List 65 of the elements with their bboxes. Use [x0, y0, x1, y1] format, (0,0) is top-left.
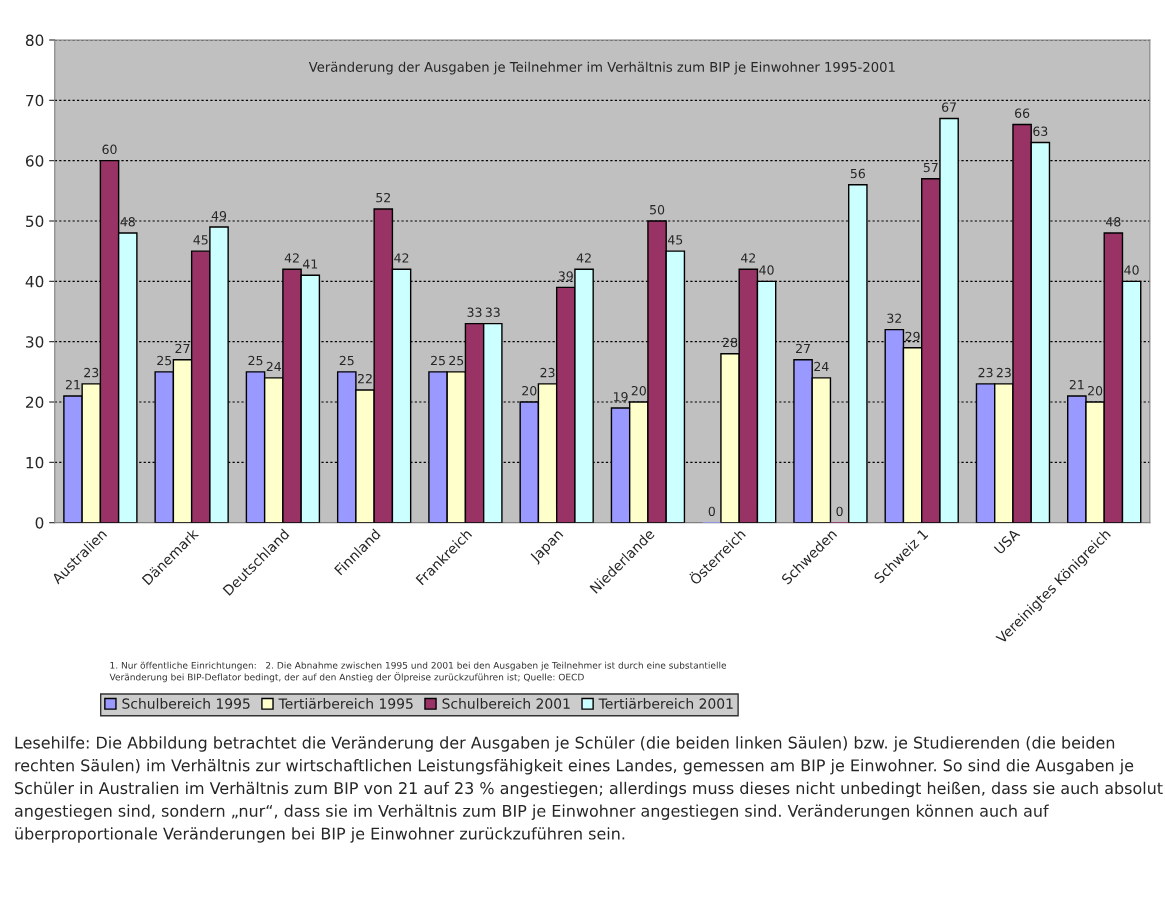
data-label: 40	[759, 265, 774, 275]
data-label: 32	[887, 313, 902, 324]
legend-label: Schulbereich 1995	[122, 698, 250, 709]
x-tick-label: USA	[993, 527, 1021, 555]
data-label: 25	[449, 355, 464, 366]
data-label: 25	[157, 355, 172, 366]
y-tick-label: 80	[25, 34, 44, 47]
data-label: 25	[248, 355, 263, 366]
legend-label: Tertiärbereich 2001	[598, 698, 733, 709]
y-tick-label: 20	[26, 396, 44, 409]
data-label: 41	[302, 259, 318, 269]
data-label: 42	[284, 253, 299, 263]
legend-label: Schulbereich 2001	[442, 698, 570, 709]
data-label: 0	[836, 506, 843, 517]
data-label: 29	[905, 331, 920, 342]
data-label: 45	[667, 235, 683, 245]
data-label: 23	[540, 367, 555, 378]
data-label: 24	[814, 361, 829, 372]
data-label: 20	[1088, 385, 1103, 396]
y-tick-label: 40	[25, 275, 44, 288]
data-label: 27	[796, 343, 810, 353]
text: Lesehilfe: Die Abbildung betrachtet die Veränderung der Ausgaben je Schüler (die beiden linken Säulen) bzw. je Studierenden (die beiden rechten Säulen) im Verhältnis zur wirtschaftlichen Leistungsfähigkeit eines Landes, gemessen am BIP je Einwohner. So sind die Ausgaben je Schüler in Australien im Verhältnis zum BIP von 21 auf 23 % angestiegen; allerdings muss dieses nicht unbedingt heißen, dass sie auch absolut angestiegen sind, sondern „nur“, dass sie im Verhältnis zum BIP je Einwohner angestiegen sind. Veränderungen können auch auf überproportionale Veränderungen bei BIP je Einwohner zurückzuführen sein.	[14, 736, 1163, 843]
text: Veränderung der Ausgaben je Teilnehmer im Verhältnis zum BIP je Einwohner 1995-2001	[308, 61, 895, 75]
data-label: 24	[266, 361, 282, 372]
data-label: 63	[1033, 126, 1048, 136]
data-label: 52	[376, 192, 390, 203]
data-label: 20	[631, 385, 646, 396]
data-label: 57	[923, 162, 938, 173]
data-label: 50	[650, 204, 665, 215]
y-tick-label: 60	[25, 155, 44, 167]
data-label: 48	[1106, 217, 1121, 227]
data-label: 33	[485, 307, 500, 317]
data-label: 49	[211, 210, 227, 221]
data-label: 67	[942, 102, 956, 112]
data-label: 21	[1069, 379, 1084, 390]
data-label: 22	[358, 373, 372, 384]
data-label: 42	[576, 253, 591, 263]
data-label: 23	[978, 367, 993, 378]
y-tick-label: 10	[26, 456, 44, 469]
y-tick-label: 50	[26, 215, 44, 228]
data-label: 40	[1124, 265, 1139, 275]
data-label: 39	[558, 271, 573, 281]
legend-label: Tertiärbereich 1995	[278, 698, 413, 709]
data-label: 60	[102, 144, 117, 155]
data-label: 66	[1015, 108, 1030, 118]
data-label: 20	[522, 385, 537, 396]
y-tick-label: 70	[26, 94, 44, 107]
data-label: 27	[175, 343, 190, 353]
data-label: 0	[708, 506, 715, 517]
data-label: 21	[65, 379, 80, 390]
text: 1. Nur öffentliche Einrichtungen: 2. Die Abnahme zwischen 1995 und 2001 bei den Ausgaben je Teilnehmer ist durch eine substantielle Veränderung bei BIP-Deflator bedingt, der auf den Anstieg der Ölpreise zurückzuführen ist; Quelle: OECD	[109, 661, 727, 683]
y-tick-label: 0	[35, 517, 44, 529]
data-label: 19	[613, 392, 628, 402]
data-label: 23	[996, 367, 1011, 378]
data-label: 25	[339, 355, 354, 366]
data-label: 56	[850, 168, 865, 179]
y-tick-label: 30	[26, 336, 44, 348]
data-label: 25	[431, 355, 445, 366]
data-label: 42	[394, 253, 409, 263]
data-label: 23	[84, 367, 99, 378]
data-label: 48	[120, 217, 135, 227]
data-label: 42	[740, 253, 756, 263]
data-label: 33	[467, 307, 482, 317]
data-label: 28	[723, 337, 738, 348]
data-label: 45	[193, 235, 208, 245]
